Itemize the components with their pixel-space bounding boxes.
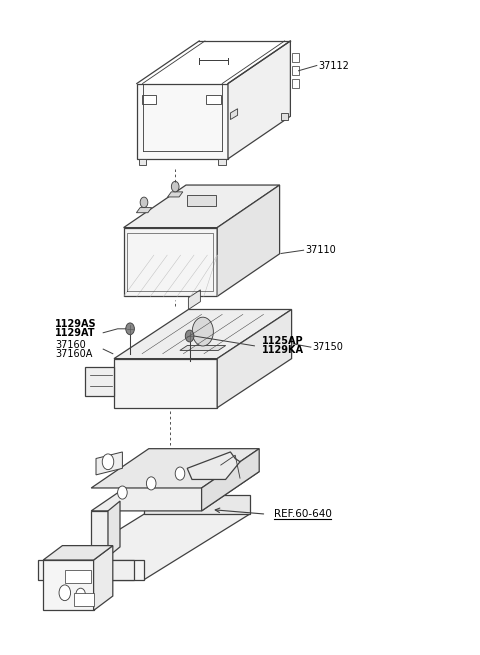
Circle shape bbox=[185, 330, 194, 342]
Circle shape bbox=[102, 454, 114, 470]
Polygon shape bbox=[108, 501, 120, 557]
Polygon shape bbox=[137, 84, 228, 159]
Polygon shape bbox=[180, 346, 226, 350]
Polygon shape bbox=[202, 449, 259, 511]
Polygon shape bbox=[144, 495, 250, 514]
Polygon shape bbox=[74, 560, 134, 580]
Polygon shape bbox=[187, 452, 240, 479]
Polygon shape bbox=[292, 53, 299, 62]
Polygon shape bbox=[168, 192, 183, 197]
Polygon shape bbox=[136, 208, 152, 213]
Text: 37110: 37110 bbox=[305, 245, 336, 255]
Polygon shape bbox=[228, 41, 290, 159]
Text: 1129KA: 1129KA bbox=[262, 345, 304, 356]
Polygon shape bbox=[91, 449, 259, 488]
Polygon shape bbox=[218, 159, 226, 166]
Polygon shape bbox=[187, 195, 216, 206]
Polygon shape bbox=[281, 113, 288, 119]
Text: 37150: 37150 bbox=[312, 342, 343, 352]
Text: 37112: 37112 bbox=[318, 60, 349, 71]
Text: REF.60-640: REF.60-640 bbox=[274, 509, 332, 519]
Circle shape bbox=[140, 197, 148, 208]
Circle shape bbox=[118, 486, 127, 499]
Circle shape bbox=[126, 323, 134, 335]
Polygon shape bbox=[114, 310, 291, 359]
Polygon shape bbox=[91, 511, 108, 557]
Polygon shape bbox=[65, 570, 91, 583]
Polygon shape bbox=[114, 359, 217, 407]
Polygon shape bbox=[96, 452, 122, 475]
Polygon shape bbox=[217, 185, 279, 296]
Circle shape bbox=[76, 588, 85, 601]
Polygon shape bbox=[206, 96, 221, 105]
Circle shape bbox=[171, 181, 179, 192]
Polygon shape bbox=[217, 310, 291, 407]
Text: 1129AS: 1129AS bbox=[55, 319, 97, 329]
Circle shape bbox=[146, 477, 156, 490]
Polygon shape bbox=[91, 472, 259, 511]
Polygon shape bbox=[292, 66, 299, 75]
Polygon shape bbox=[43, 560, 94, 610]
Circle shape bbox=[192, 317, 213, 346]
Polygon shape bbox=[230, 109, 238, 119]
Polygon shape bbox=[142, 96, 156, 105]
Circle shape bbox=[175, 467, 185, 480]
Polygon shape bbox=[94, 546, 113, 610]
Polygon shape bbox=[139, 159, 146, 166]
Text: 37160: 37160 bbox=[55, 339, 86, 350]
Polygon shape bbox=[123, 185, 279, 228]
Polygon shape bbox=[188, 290, 200, 310]
Polygon shape bbox=[123, 228, 217, 296]
Text: 37160A: 37160A bbox=[55, 348, 93, 359]
Text: 1129AT: 1129AT bbox=[55, 328, 96, 339]
Polygon shape bbox=[43, 546, 113, 560]
Circle shape bbox=[59, 585, 71, 601]
Polygon shape bbox=[38, 514, 250, 580]
Text: 1125AP: 1125AP bbox=[262, 336, 303, 346]
Polygon shape bbox=[292, 79, 299, 88]
Polygon shape bbox=[74, 593, 94, 606]
Polygon shape bbox=[38, 560, 144, 580]
Polygon shape bbox=[85, 367, 114, 396]
